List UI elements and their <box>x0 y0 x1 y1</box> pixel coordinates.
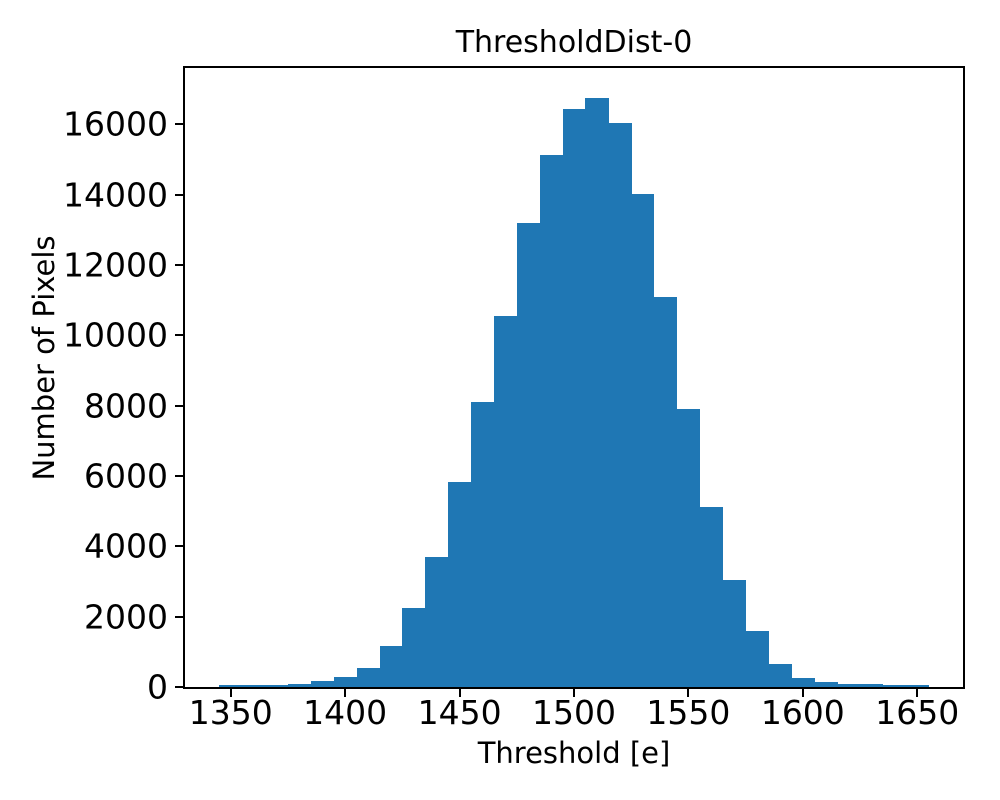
histogram-bar <box>425 556 449 687</box>
x-tick-mark <box>229 689 232 697</box>
histogram-bar <box>287 684 312 687</box>
y-axis-label: Number of Pixels <box>27 235 62 481</box>
y-tick-mark <box>175 123 183 126</box>
x-tick-label: 1500 <box>532 693 616 732</box>
histogram-bar <box>333 676 357 687</box>
y-tick-mark <box>175 686 183 688</box>
x-tick-label: 1600 <box>760 693 845 732</box>
histogram-bar <box>654 297 678 687</box>
x-tick-mark <box>916 689 919 697</box>
y-tick-mark <box>175 263 183 266</box>
y-tick-label: 0 <box>147 667 168 707</box>
histogram-bar <box>448 481 472 687</box>
histogram-bar <box>402 607 426 687</box>
y-tick-label: 16000 <box>63 104 168 144</box>
x-tick-mark <box>573 689 575 697</box>
histogram-bar <box>219 684 243 687</box>
y-tick-label: 4000 <box>84 526 168 566</box>
y-tick-mark <box>175 615 183 618</box>
histogram-bar <box>356 667 380 687</box>
x-tick-label: 1550 <box>646 693 731 732</box>
histogram-bar <box>722 579 746 687</box>
histogram-bar <box>814 682 838 687</box>
histogram-bar <box>631 193 655 687</box>
histogram-bar <box>242 684 266 687</box>
histogram-bar <box>837 684 861 687</box>
histogram-bar <box>860 683 884 687</box>
y-tick-mark <box>175 474 183 477</box>
x-tick-mark <box>801 689 804 697</box>
histogram-bar <box>516 222 541 687</box>
histogram-bars-layer <box>185 68 963 687</box>
histogram-bar <box>493 316 518 687</box>
histogram-bar <box>791 677 815 687</box>
x-tick-label: 1450 <box>417 693 502 732</box>
y-tick-mark <box>175 334 183 337</box>
y-tick-label: 12000 <box>63 245 168 285</box>
histogram-bar <box>471 402 495 687</box>
histogram-bar <box>905 685 930 687</box>
plot-area <box>183 66 965 689</box>
y-tick-mark <box>175 545 183 548</box>
y-tick-label: 8000 <box>84 386 168 426</box>
histogram-bar <box>310 681 335 687</box>
histogram-bar <box>676 408 701 687</box>
histogram-bar <box>608 122 632 687</box>
histogram-bar <box>882 684 907 687</box>
y-tick-label: 2000 <box>84 597 168 637</box>
histogram-bar <box>379 645 403 687</box>
y-tick-mark <box>175 404 183 407</box>
histogram-bar <box>745 631 769 687</box>
chart-title: ThresholdDist-0 <box>455 25 693 60</box>
y-tick-label: 6000 <box>84 456 168 496</box>
histogram-bar <box>585 97 609 687</box>
histogram-bar <box>768 664 792 687</box>
x-tick-mark <box>687 689 690 697</box>
x-tick-label: 1400 <box>303 693 388 732</box>
histogram-bar <box>265 684 289 687</box>
histogram-bar <box>699 506 724 687</box>
x-tick-label: 1350 <box>188 693 273 732</box>
x-tick-label: 1650 <box>875 693 960 732</box>
y-tick-label: 10000 <box>63 315 168 355</box>
y-tick-label: 14000 <box>63 175 168 215</box>
y-tick-mark <box>175 193 183 196</box>
x-tick-mark <box>458 689 461 697</box>
histogram-bar <box>562 108 586 687</box>
x-tick-mark <box>344 689 347 697</box>
x-axis-label: Threshold [e] <box>477 736 671 770</box>
histogram-bar <box>539 154 563 687</box>
